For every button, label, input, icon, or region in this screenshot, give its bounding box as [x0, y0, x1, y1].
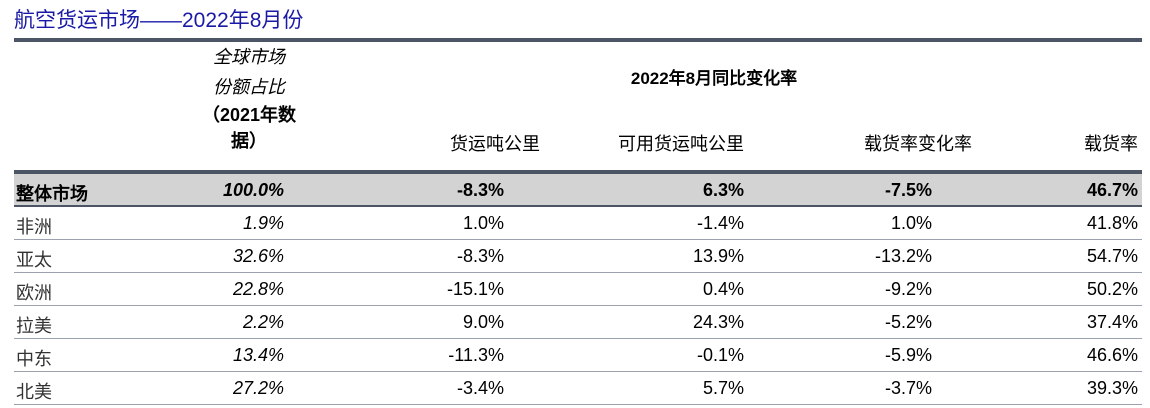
region-cell: 北美 [16, 382, 52, 402]
lf-change-cell: -5.2% [884, 312, 932, 332]
column-header-lf-change: 载货率变化率 [864, 134, 972, 154]
actk-cell: -1.4% [696, 213, 744, 233]
region-cell: 欧洲 [16, 283, 52, 303]
column-header-lf: 载货率 [1084, 134, 1138, 154]
actk-cell: -0.1% [696, 345, 744, 365]
header-rule [14, 170, 1142, 174]
ctk-cell: 9.0% [462, 312, 504, 332]
share-cell: 32.6% [232, 246, 284, 266]
table-row: 非洲 1.9% 1.0% -1.4% 1.0% 41.8% [14, 207, 1142, 240]
yoy-group-header: 2022年8月同比变化率 [630, 69, 798, 88]
region-cell: 整体市场 [16, 184, 88, 204]
lf-cell: 39.3% [1086, 378, 1138, 398]
table-header: 全球市场 份额占比 （2021年数 据） 2022年8月同比变化率 货运吨公里 … [14, 42, 1142, 170]
share-header-line-1: 全球市场 [213, 47, 285, 67]
lf-change-cell: -7.5% [884, 180, 932, 200]
share-cell: 1.9% [242, 213, 284, 233]
table-row: 亚太 32.6% -8.3% 13.9% -13.2% 54.7% [14, 240, 1142, 273]
ctk-cell: -15.1% [446, 279, 504, 299]
share-cell: 13.4% [232, 345, 284, 365]
ctk-cell: 1.0% [462, 213, 504, 233]
region-cell: 拉美 [16, 316, 52, 336]
lf-cell: 50.2% [1086, 279, 1138, 299]
share-cell: 22.8% [232, 279, 284, 299]
share-cell: 27.2% [232, 378, 284, 398]
lf-change-cell: -13.2% [874, 246, 932, 266]
ctk-cell: -11.3% [448, 345, 504, 365]
region-cell: 非洲 [16, 217, 52, 237]
lf-cell: 46.6% [1086, 345, 1138, 365]
lf-change-cell: -3.7% [884, 378, 932, 398]
share-header-line-2: 份额占比 [213, 77, 285, 97]
actk-cell: 6.3% [702, 180, 744, 200]
ctk-cell: -8.3% [456, 246, 504, 266]
share-cell: 100.0% [222, 180, 284, 200]
table-row: 北美 27.2% -3.4% 5.7% -3.7% 39.3% [14, 372, 1142, 405]
actk-cell: 24.3% [692, 312, 744, 332]
lf-cell: 41.8% [1086, 213, 1138, 233]
page-title: 航空货运市场——2022年8月份 [14, 9, 304, 32]
lf-change-cell: 1.0% [890, 213, 932, 233]
actk-cell: 13.9% [692, 246, 744, 266]
lf-cell: 46.7% [1086, 180, 1138, 200]
actk-cell: 5.7% [702, 378, 744, 398]
top-rule [14, 38, 1142, 42]
lf-cell: 54.7% [1086, 246, 1138, 266]
ctk-cell: -8.3% [456, 180, 504, 200]
table-body: 整体市场 100.0% -8.3% 6.3% -7.5% 46.7% 非洲 1.… [14, 174, 1142, 405]
column-header-ctk: 货运吨公里 [450, 134, 540, 154]
share-cell: 2.2% [242, 312, 284, 332]
column-header-actk: 可用货运吨公里 [618, 134, 744, 154]
ctk-cell: -3.4% [456, 378, 504, 398]
table-row: 拉美 2.2% 9.0% 24.3% -5.2% 37.4% [14, 306, 1142, 339]
table-row: 整体市场 100.0% -8.3% 6.3% -7.5% 46.7% [14, 174, 1142, 207]
lf-cell: 37.4% [1086, 312, 1138, 332]
share-header-line-4: 据） [231, 131, 267, 151]
table-row: 中东 13.4% -11.3% -0.1% -5.9% 46.6% [14, 339, 1142, 372]
table-row: 欧洲 22.8% -15.1% 0.4% -9.2% 50.2% [14, 273, 1142, 306]
market-share-header: 全球市场 份额占比 （2021年数 据） [179, 42, 319, 154]
actk-cell: 0.4% [702, 279, 744, 299]
share-header-line-3: （2021年数 [201, 105, 297, 125]
region-cell: 亚太 [16, 250, 52, 270]
region-cell: 中东 [16, 349, 52, 369]
cargo-market-table: 全球市场 份额占比 （2021年数 据） 2022年8月同比变化率 货运吨公里 … [14, 42, 1142, 405]
lf-change-cell: -5.9% [884, 345, 932, 365]
lf-change-cell: -9.2% [884, 279, 932, 299]
